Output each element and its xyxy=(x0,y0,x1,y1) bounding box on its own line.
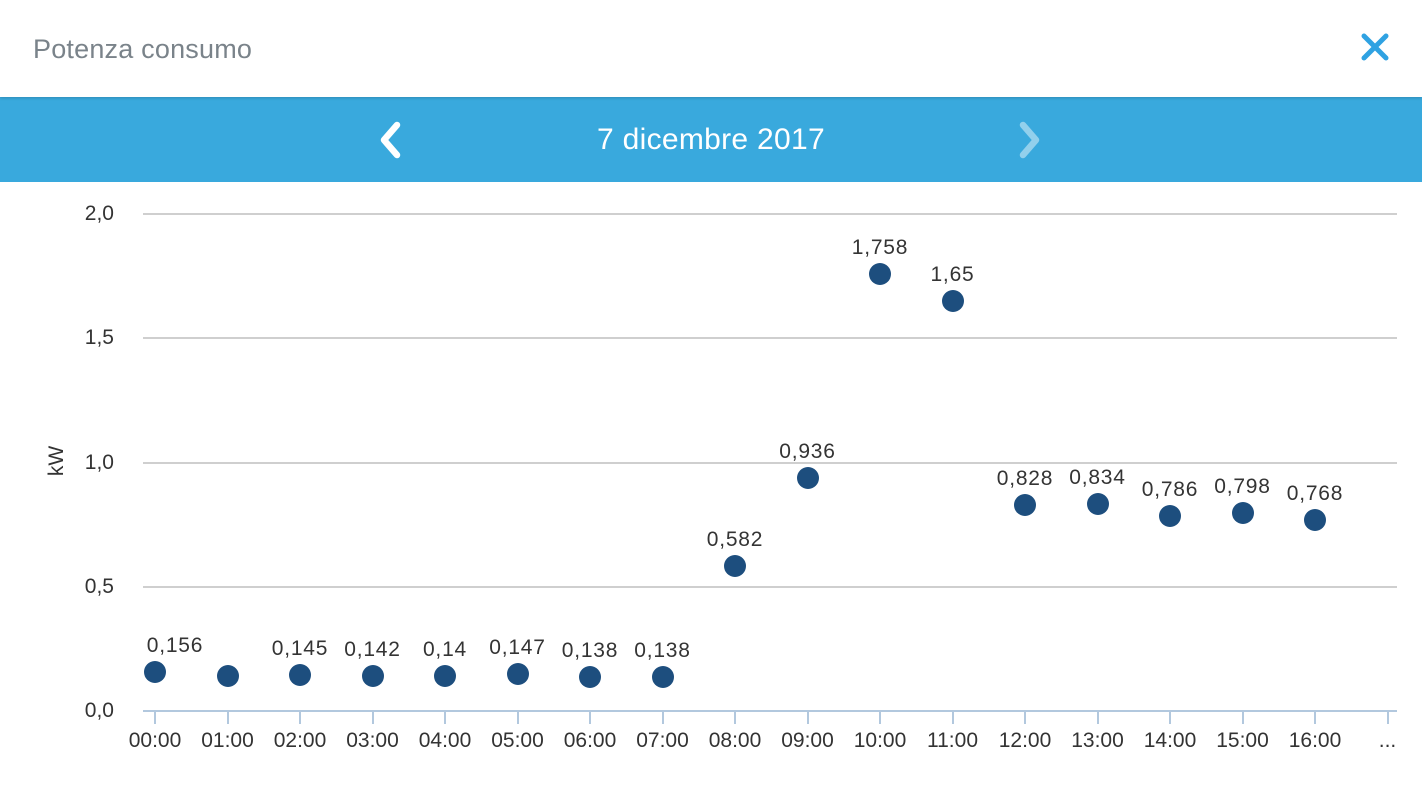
date-navigation-bar: 7 dicembre 2017 xyxy=(0,97,1422,182)
y-tick-label: 1,5 xyxy=(84,326,114,350)
x-tick-label: ... xyxy=(1378,729,1397,752)
prev-day-button[interactable] xyxy=(360,97,420,182)
x-axis-tick xyxy=(951,711,954,724)
data-point-label: 0,138 xyxy=(634,638,691,662)
x-axis-line xyxy=(143,710,1397,712)
data-point-label: 0,582 xyxy=(706,528,764,552)
x-axis-tick xyxy=(226,711,229,724)
x-axis-tick xyxy=(589,711,591,724)
x-axis-tick xyxy=(299,711,301,724)
gridline xyxy=(143,337,1397,340)
gridline xyxy=(143,461,1397,464)
x-axis-tick xyxy=(444,711,446,724)
data-point-label: 0,142 xyxy=(344,637,401,661)
chevron-right-icon xyxy=(1019,121,1040,158)
data-point[interactable] xyxy=(434,665,456,688)
data-point[interactable] xyxy=(651,665,674,688)
page-title: Potenza consumo xyxy=(33,34,253,64)
data-point[interactable] xyxy=(216,665,239,688)
data-point[interactable] xyxy=(941,289,964,312)
dialog-header: Potenza consumo xyxy=(0,0,1422,97)
x-tick-label: 00:00 xyxy=(128,729,182,752)
x-axis-tick xyxy=(371,711,374,724)
x-axis-tick xyxy=(1024,711,1026,724)
data-point-label: 0,786 xyxy=(1141,477,1199,501)
x-tick-label: 01:00 xyxy=(201,729,254,752)
data-point[interactable] xyxy=(289,663,311,686)
data-point-label: 1,65 xyxy=(930,262,975,286)
data-point-label: 0,936 xyxy=(779,440,836,464)
data-point-label: 0,14 xyxy=(422,638,468,662)
data-point[interactable] xyxy=(724,555,746,578)
x-axis-tick xyxy=(1241,711,1244,724)
x-axis-tick xyxy=(806,711,809,724)
gridline xyxy=(143,213,1397,215)
y-tick-label: 1,0 xyxy=(84,450,114,474)
x-axis-tick xyxy=(1314,711,1316,724)
x-axis-tick xyxy=(154,711,156,724)
x-tick-label: 14:00 xyxy=(1143,729,1197,752)
x-axis-tick xyxy=(734,711,736,724)
data-point[interactable] xyxy=(1304,509,1326,532)
data-point-label: 0,834 xyxy=(1069,465,1126,489)
x-tick-label: 10:00 xyxy=(853,729,907,752)
x-tick-label: 08:00 xyxy=(708,729,762,752)
data-point-label: 1,758 xyxy=(851,236,909,260)
y-tick-label: 0,0 xyxy=(84,699,114,722)
data-point-label: 0,138 xyxy=(561,638,619,662)
x-tick-label: 05:00 xyxy=(491,729,544,752)
close-icon xyxy=(1361,33,1389,61)
data-point[interactable] xyxy=(506,663,529,686)
data-point[interactable] xyxy=(1086,492,1109,515)
x-axis-tick xyxy=(1169,711,1171,724)
data-point-label: 0,768 xyxy=(1286,482,1344,506)
data-point[interactable] xyxy=(869,263,891,286)
x-tick-label: 07:00 xyxy=(636,729,689,752)
selected-date-label: 7 dicembre 2017 xyxy=(597,123,825,156)
x-axis-tick xyxy=(1096,711,1099,724)
data-point[interactable] xyxy=(1159,504,1181,527)
data-point-label: 0,156 xyxy=(146,634,204,658)
x-axis-tick xyxy=(661,711,664,724)
x-axis-tick xyxy=(516,711,519,724)
x-tick-label: 11:00 xyxy=(927,729,978,752)
data-point-label: 0,798 xyxy=(1214,474,1271,498)
next-day-button[interactable] xyxy=(1000,97,1060,182)
x-tick-label: 02:00 xyxy=(273,729,327,752)
data-point[interactable] xyxy=(1231,501,1254,524)
data-point[interactable] xyxy=(361,664,384,687)
y-tick-label: 0,5 xyxy=(84,574,114,598)
x-axis-tick xyxy=(1386,711,1389,724)
chevron-left-icon xyxy=(380,121,401,158)
x-tick-label: 12:00 xyxy=(998,729,1052,752)
x-tick-label: 16:00 xyxy=(1288,729,1342,752)
data-point[interactable] xyxy=(796,467,819,490)
x-tick-label: 04:00 xyxy=(418,729,472,752)
gridline xyxy=(143,585,1397,588)
data-point-label: 0,828 xyxy=(996,467,1054,491)
x-tick-label: 09:00 xyxy=(781,729,834,752)
y-tick-label: 2,0 xyxy=(84,202,114,225)
x-tick-label: 03:00 xyxy=(346,729,399,752)
x-tick-label: 15:00 xyxy=(1216,729,1269,752)
data-point-label: 0,147 xyxy=(489,636,546,660)
data-point[interactable] xyxy=(144,661,166,684)
data-point-label: 0,145 xyxy=(271,636,329,660)
x-tick-label: 13:00 xyxy=(1071,729,1124,752)
x-axis-tick xyxy=(879,711,881,724)
data-point[interactable] xyxy=(1014,494,1036,517)
close-button[interactable] xyxy=(1352,24,1398,70)
x-tick-label: 06:00 xyxy=(563,729,617,752)
data-point[interactable] xyxy=(579,665,601,688)
